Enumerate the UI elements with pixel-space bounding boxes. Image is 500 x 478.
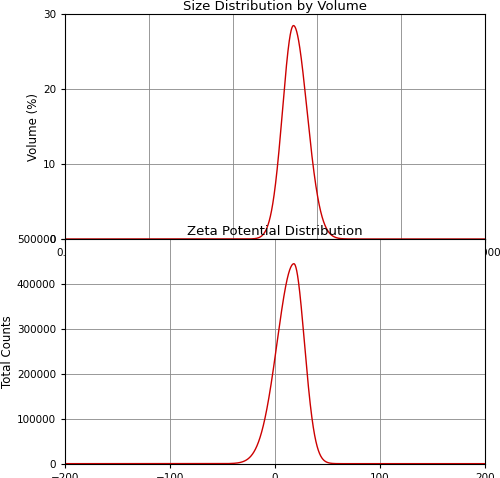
X-axis label: Size (d.nm): Size (d.nm) — [241, 261, 309, 274]
Legend: Record 310: Dotap Size 1: Record 310: Dotap Size 1 — [180, 308, 370, 333]
Title: Zeta Potential Distribution: Zeta Potential Distribution — [187, 225, 363, 238]
Y-axis label: Volume (%): Volume (%) — [27, 93, 40, 161]
Y-axis label: Total Counts: Total Counts — [1, 315, 14, 388]
Title: Size Distribution by Volume: Size Distribution by Volume — [183, 0, 367, 13]
